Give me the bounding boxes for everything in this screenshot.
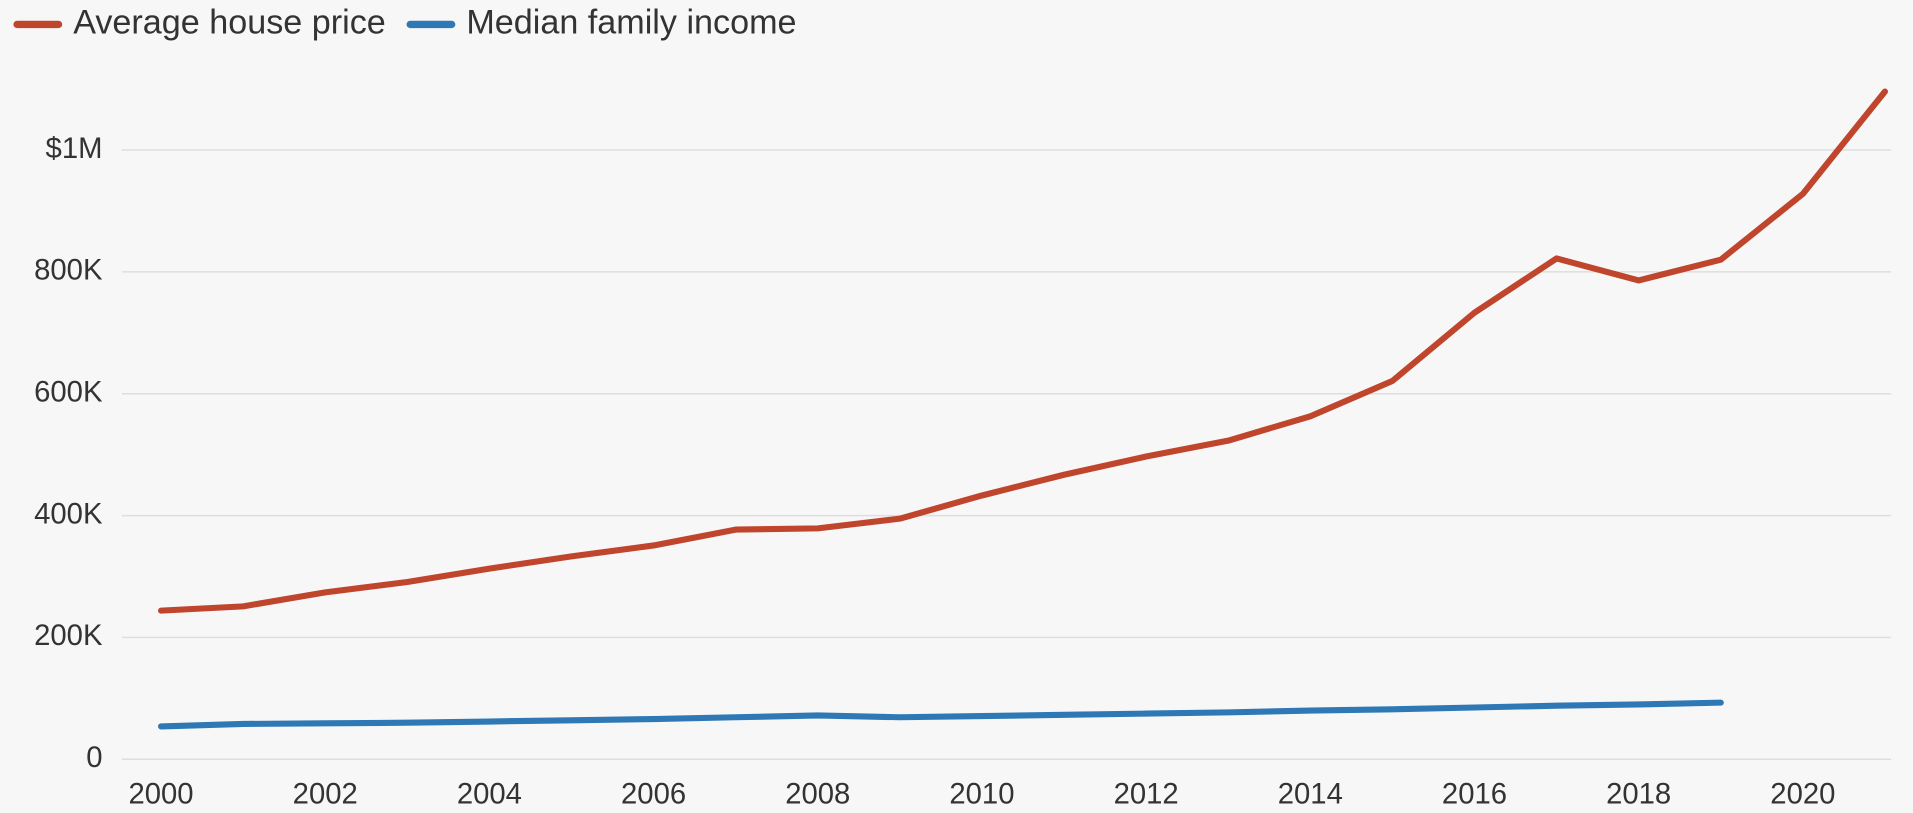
y-tick-label: 0 [86, 741, 102, 774]
x-tick-label: 2006 [621, 778, 686, 811]
x-tick-label: 2014 [1278, 778, 1343, 811]
x-tick-label: 2004 [457, 778, 522, 811]
y-tick-label: 800K [34, 254, 103, 287]
y-tick-label: 600K [34, 375, 103, 408]
x-tick-label: 2016 [1442, 778, 1507, 811]
y-tick-label: 200K [34, 619, 103, 652]
x-tick-label: 2018 [1606, 778, 1671, 811]
x-tick-label: 2010 [949, 778, 1014, 811]
legend: Average house price Median family income [13, 3, 797, 41]
x-tick-label: 2000 [128, 778, 193, 811]
legend-label: Median family income [466, 3, 796, 41]
x-tick-label: 2012 [1114, 778, 1179, 811]
x-tick-label: 2002 [293, 778, 358, 811]
y-tick-label: 400K [34, 497, 103, 530]
y-tick-label: $1M [46, 132, 103, 165]
x-tick-label: 2008 [785, 778, 850, 811]
series-line [157, 88, 1888, 614]
series-line [157, 699, 1724, 730]
x-tick-label: 2020 [1770, 778, 1835, 811]
legend-label: Average house price [73, 3, 386, 41]
